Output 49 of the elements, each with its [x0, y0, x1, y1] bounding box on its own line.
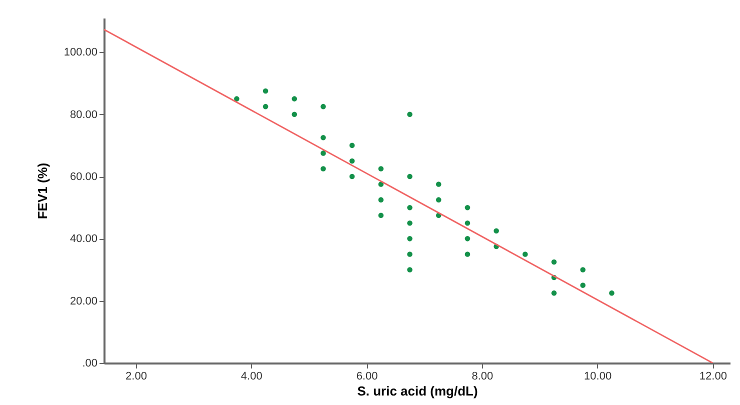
point [378, 166, 384, 172]
point [349, 158, 355, 164]
point [464, 252, 470, 257]
x-axis-title: S. uric acid (mg/dL) [357, 384, 478, 398]
point [349, 142, 355, 148]
point [407, 236, 412, 242]
point [436, 197, 442, 202]
point [407, 220, 412, 226]
point [407, 174, 412, 180]
y-tick-label: 40.00 [70, 233, 98, 246]
x-tick-label: 10.00 [584, 370, 612, 382]
point [292, 112, 298, 117]
point [349, 174, 355, 180]
x-tick-label: 8.00 [472, 370, 494, 382]
point [464, 204, 470, 210]
point [320, 150, 326, 156]
y-axis-title: FEV1 (%) [34, 162, 50, 220]
point [234, 96, 240, 102]
point [436, 182, 442, 187]
point [320, 135, 326, 140]
x-tick-label: 6.00 [356, 370, 378, 382]
point [464, 220, 470, 226]
y-tick-label: 20.00 [70, 295, 98, 308]
point [320, 166, 326, 172]
point [292, 96, 298, 102]
point [580, 282, 586, 288]
point [580, 267, 586, 272]
point [378, 212, 384, 218]
point [378, 197, 384, 202]
point [407, 204, 412, 210]
y-tick-label: 80.00 [70, 108, 98, 121]
point [320, 104, 326, 110]
y-tick-label: .00 [82, 358, 98, 370]
point [407, 112, 412, 117]
x-tick-label: 2.00 [126, 370, 147, 382]
x-tick-label: 4.00 [240, 370, 262, 382]
x-tick-label: 12.00 [699, 370, 727, 382]
point [262, 104, 268, 110]
point [551, 259, 557, 265]
point [407, 267, 412, 272]
point [262, 88, 268, 94]
point [407, 252, 412, 257]
y-tick-label: 100.00 [64, 46, 98, 59]
point [609, 290, 614, 296]
point [522, 252, 528, 257]
point [464, 236, 470, 242]
y-tick-label: 60.00 [70, 171, 98, 184]
point [551, 290, 557, 296]
point [494, 228, 499, 234]
